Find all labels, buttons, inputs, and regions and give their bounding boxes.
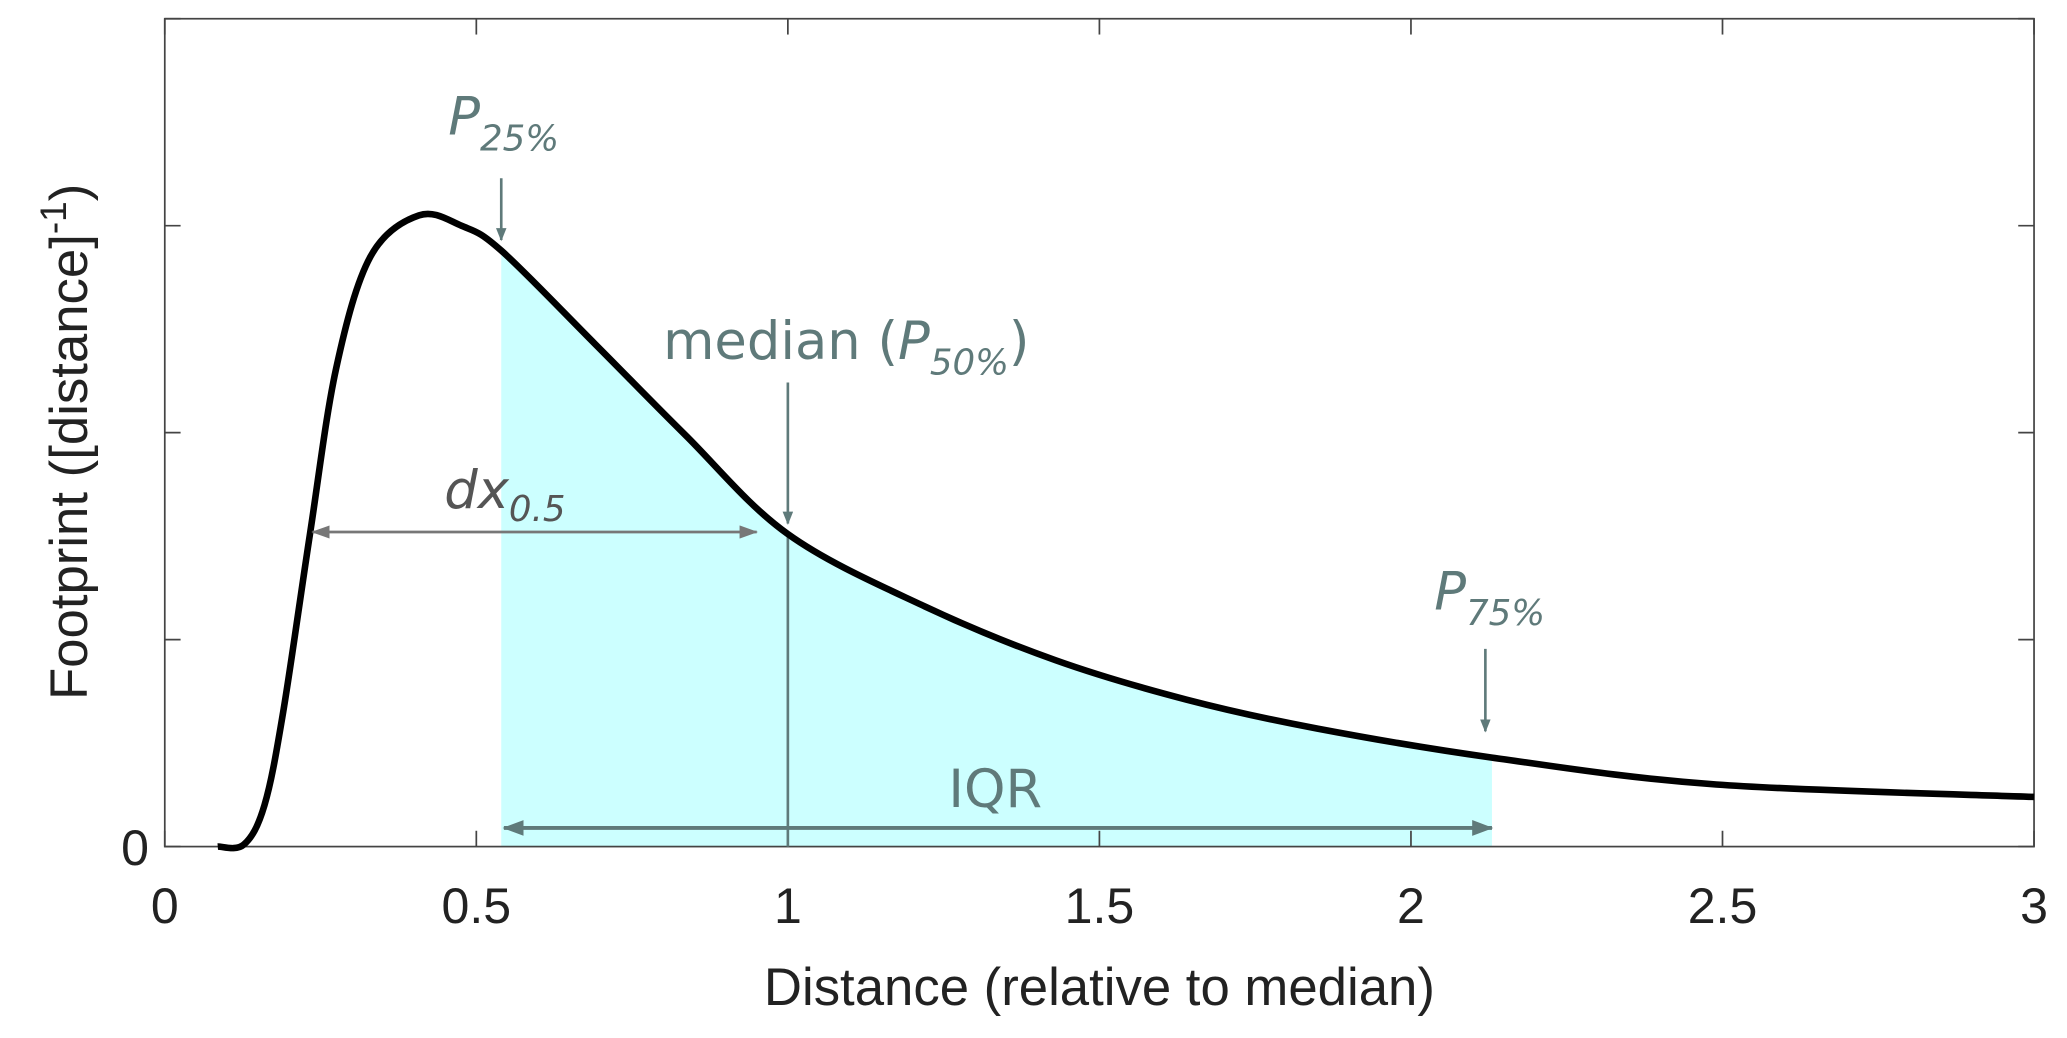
footprint-curve <box>217 210 2035 852</box>
x-tick-label: 1 <box>774 878 802 934</box>
plot-frame <box>163 17 2035 848</box>
x-tick-label: 0 <box>151 878 179 934</box>
x-axis-label: Distance (relative to median) <box>764 958 1435 1017</box>
p25-label: P25% <box>448 87 559 160</box>
p75-label: P75% <box>1434 561 1545 634</box>
x-tick-label: 1.5 <box>1065 878 1135 934</box>
iqr-shaded-region <box>501 250 1492 847</box>
dx-label: dx0.5 <box>444 460 565 530</box>
y-axis-label: Footprint ([distance]-1) <box>33 184 99 700</box>
y-tick-label: 0 <box>121 820 149 876</box>
x-tick-label: 2 <box>1397 878 1425 934</box>
x-tick-label: 0.5 <box>442 878 512 934</box>
iqr-label: IQR <box>948 759 1042 820</box>
x-tick-label: 2.5 <box>1688 878 1758 934</box>
x-tick-label: 3 <box>2020 878 2048 934</box>
median-label: median (P50%) <box>663 311 1029 384</box>
